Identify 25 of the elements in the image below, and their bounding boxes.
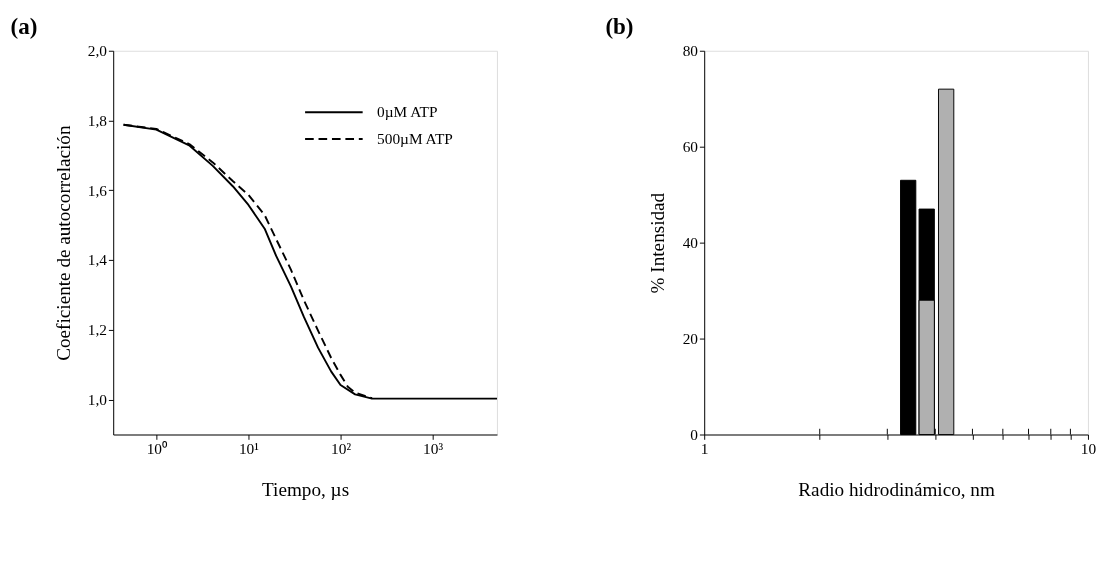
y-tick-label: 80 bbox=[682, 42, 699, 60]
y-tick-label: 0 bbox=[690, 425, 699, 443]
y-axis-title: Coeficiente de autocorrelación bbox=[52, 125, 74, 361]
x-tick-label: 10⁰ bbox=[146, 440, 169, 458]
chart-title: (b) bbox=[605, 13, 634, 40]
y-tick-label: 1,6 bbox=[87, 181, 108, 199]
y-tick-label: 40 bbox=[682, 233, 699, 251]
y-axis-title: % Intensidad bbox=[647, 192, 669, 294]
legend-label: 0µM ATP bbox=[377, 102, 438, 120]
y-tick-label: 1,4 bbox=[87, 251, 108, 269]
y-tick-label: 1,8 bbox=[87, 111, 108, 129]
x-tick-label: 10¹ bbox=[238, 440, 260, 458]
x-axis-title: Tiempo, µs bbox=[262, 479, 350, 501]
y-tick-label: 20 bbox=[682, 329, 699, 347]
x-tick-label: 1 bbox=[700, 440, 709, 458]
y-tick-label: 1,0 bbox=[87, 390, 108, 408]
x-tick-label: 10³ bbox=[423, 440, 444, 458]
y-tick-label: 1,2 bbox=[87, 321, 107, 339]
x-tick-label: 10² bbox=[331, 440, 352, 458]
chart-title: (a) bbox=[10, 13, 38, 40]
x-tick-label: 10 bbox=[1080, 440, 1097, 458]
y-tick-label: 60 bbox=[682, 137, 699, 155]
y-tick-label: 2,0 bbox=[87, 42, 108, 60]
legend-label: 500µM ATP bbox=[377, 129, 453, 147]
x-axis-title: Radio hidrodinámico, nm bbox=[798, 479, 995, 501]
